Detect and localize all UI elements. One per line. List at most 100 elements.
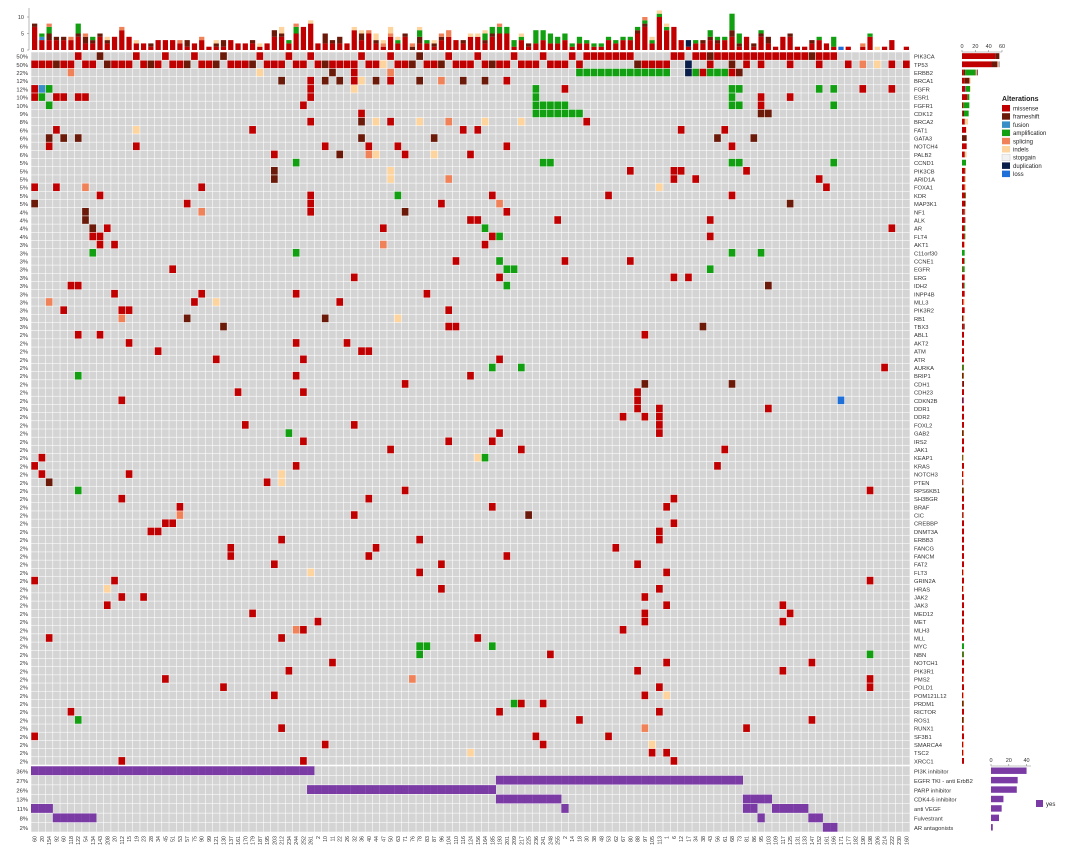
empty-cell <box>350 224 358 233</box>
empty-cell <box>445 265 453 274</box>
empty-cell <box>459 216 467 224</box>
empty-cell <box>467 207 474 216</box>
empty-cell <box>866 314 874 323</box>
empty-cell <box>496 68 503 77</box>
empty-cell <box>176 289 184 298</box>
empty-cell <box>314 322 322 331</box>
empty-cell <box>394 281 402 290</box>
empty-cell <box>547 134 554 142</box>
empty-cell <box>706 183 714 192</box>
empty-cell <box>401 68 409 77</box>
empty-cell <box>685 109 692 118</box>
empty-cell <box>670 363 678 372</box>
top-mutation-bar <box>467 36 474 50</box>
empty-cell <box>438 142 445 151</box>
empty-cell <box>517 314 525 323</box>
empty-cell <box>626 339 634 347</box>
empty-cell <box>379 273 387 282</box>
empty-cell <box>307 289 315 298</box>
empty-cell <box>699 142 707 151</box>
empty-cell <box>154 289 162 298</box>
empty-cell <box>583 60 591 69</box>
empty-cell <box>234 85 242 93</box>
empty-cell <box>183 76 191 85</box>
top-mutation-bar <box>620 40 626 50</box>
alteration-cell-missense <box>60 306 68 314</box>
empty-cell <box>873 281 881 290</box>
empty-cell <box>263 314 271 323</box>
top-mutation-bar <box>664 26 670 31</box>
alteration-cell-indels <box>256 68 264 77</box>
empty-cell <box>903 298 910 306</box>
empty-cell <box>96 363 104 372</box>
empty-cell <box>881 68 888 77</box>
empty-cell <box>852 306 859 314</box>
empty-cell <box>634 175 641 183</box>
empty-cell <box>111 281 118 290</box>
empty-cell <box>438 355 445 364</box>
empty-cell <box>241 355 249 364</box>
alteration-cell-missense <box>452 257 460 265</box>
empty-cell <box>619 109 627 118</box>
empty-cell <box>220 142 227 151</box>
empty-cell <box>38 257 46 265</box>
empty-cell <box>648 289 656 298</box>
top-mutation-bar <box>438 36 445 41</box>
empty-cell <box>401 183 409 192</box>
empty-cell <box>409 339 416 347</box>
empty-cell <box>452 273 460 282</box>
empty-cell <box>60 52 68 60</box>
empty-cell <box>409 207 416 216</box>
alteration-cell-missense <box>74 52 82 60</box>
empty-cell <box>881 60 888 69</box>
empty-cell <box>852 224 859 233</box>
top-mutation-bar <box>170 40 176 50</box>
empty-cell <box>714 117 721 126</box>
empty-cell <box>263 85 271 93</box>
empty-cell <box>74 183 82 192</box>
empty-cell <box>786 142 794 151</box>
empty-cell <box>285 68 293 77</box>
empty-cell <box>859 76 867 85</box>
empty-cell <box>750 265 758 274</box>
empty-cell <box>641 117 649 126</box>
empty-cell <box>220 191 227 200</box>
empty-cell <box>583 175 591 183</box>
empty-cell <box>445 355 453 364</box>
empty-cell <box>612 142 620 151</box>
empty-cell <box>656 52 663 60</box>
empty-cell <box>794 207 801 216</box>
empty-cell <box>169 158 177 167</box>
empty-cell <box>852 248 859 257</box>
empty-cell <box>547 347 554 355</box>
empty-cell <box>525 150 532 159</box>
empty-cell <box>837 199 845 208</box>
empty-cell <box>634 265 641 274</box>
empty-cell <box>685 142 692 151</box>
empty-cell <box>423 117 431 126</box>
empty-cell <box>401 216 409 224</box>
empty-cell <box>198 117 206 126</box>
empty-cell <box>162 109 169 118</box>
empty-cell <box>663 314 670 323</box>
empty-cell <box>699 101 707 110</box>
empty-cell <box>881 347 888 355</box>
empty-cell <box>714 330 721 339</box>
empty-cell <box>198 68 206 77</box>
empty-cell <box>132 273 140 282</box>
empty-cell <box>220 314 227 323</box>
empty-cell <box>220 134 227 142</box>
empty-cell <box>750 289 758 298</box>
empty-cell <box>750 199 758 208</box>
empty-cell <box>387 142 394 151</box>
empty-cell <box>140 265 147 274</box>
empty-cell <box>372 314 380 323</box>
empty-cell <box>808 289 816 298</box>
empty-cell <box>859 158 867 167</box>
empty-cell <box>183 330 191 339</box>
empty-cell <box>612 167 620 175</box>
empty-cell <box>336 191 344 200</box>
empty-cell <box>728 232 736 241</box>
alteration-cell-missense <box>125 306 133 314</box>
empty-cell <box>873 150 881 159</box>
